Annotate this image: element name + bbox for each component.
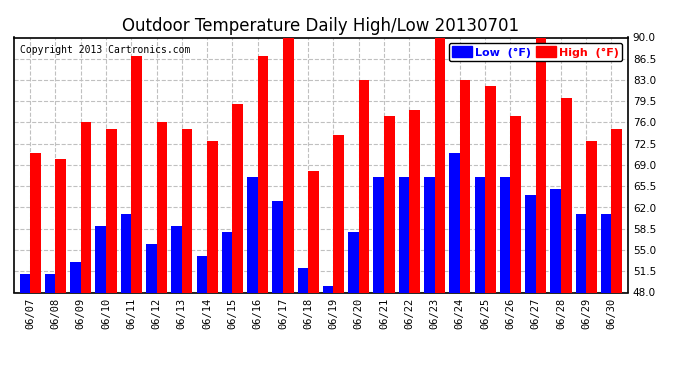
Bar [131,56,142,375]
Bar [359,80,369,375]
Bar [535,38,546,375]
Bar [475,177,485,375]
Bar [283,32,293,375]
Bar [221,232,233,375]
Bar [70,262,81,375]
Bar [575,214,586,375]
Bar [106,129,117,375]
Bar [449,153,460,375]
Bar [19,274,30,375]
Bar [409,110,420,375]
Bar [197,256,207,375]
Bar [561,98,571,375]
Bar [373,177,384,375]
Text: Copyright 2013 Cartronics.com: Copyright 2013 Cartronics.com [20,45,190,55]
Bar [30,153,41,375]
Bar [511,116,521,375]
Bar [247,177,257,375]
Bar [297,268,308,375]
Bar [257,56,268,375]
Bar [348,232,359,375]
Bar [146,244,157,375]
Bar [233,104,243,375]
Bar [601,214,611,375]
Bar [273,201,283,375]
Bar [207,141,218,375]
Bar [460,80,471,375]
Legend: Low  (°F), High  (°F): Low (°F), High (°F) [448,43,622,61]
Bar [586,141,597,375]
Bar [384,116,395,375]
Bar [55,159,66,375]
Bar [81,123,91,375]
Title: Outdoor Temperature Daily High/Low 20130701: Outdoor Temperature Daily High/Low 20130… [122,16,520,34]
Bar [45,274,55,375]
Bar [435,38,445,375]
Bar [121,214,131,375]
Bar [399,177,409,375]
Bar [424,177,435,375]
Bar [157,123,167,375]
Bar [551,189,561,375]
Bar [333,135,344,375]
Bar [95,226,106,375]
Bar [323,286,333,375]
Bar [525,195,535,375]
Bar [171,226,182,375]
Bar [500,177,511,375]
Bar [611,129,622,375]
Bar [182,129,193,375]
Bar [308,171,319,375]
Bar [485,86,495,375]
